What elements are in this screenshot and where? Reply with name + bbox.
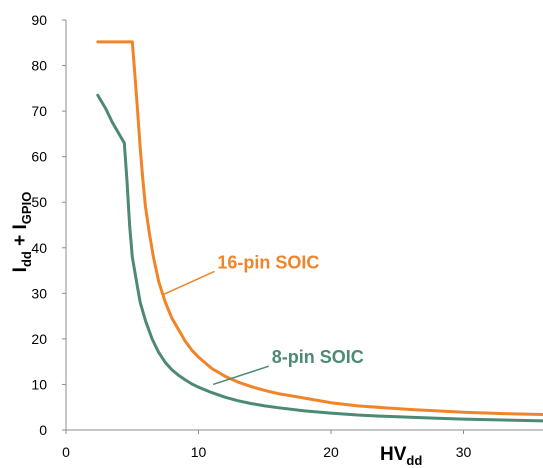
x-axis-title-main: HV <box>380 444 407 465</box>
x-axis-title-sub: dd <box>406 453 422 468</box>
x-tick-label: 30 <box>456 444 472 460</box>
x-axis-title: HVdd <box>380 444 422 468</box>
y-tick-label: 90 <box>31 12 47 28</box>
series-annotations: 16-pin SOIC 8-pin SOIC <box>163 252 364 386</box>
series-lines <box>96 40 543 423</box>
svg-text:Idd + IGPIO: Idd + IGPIO <box>10 192 34 273</box>
axes <box>62 19 543 434</box>
y-axis-title-mid: + I <box>10 224 31 251</box>
series-label-1: 8-pin SOIC <box>272 347 364 367</box>
y-axis-title-sub2: GPIO <box>19 192 34 225</box>
svg-text:HVdd: HVdd <box>380 444 422 468</box>
series-line-1 <box>96 93 543 423</box>
y-tick-label: 40 <box>31 240 47 256</box>
x-tick-labels: 0 10 20 30 <box>62 444 471 460</box>
x-tick-label: 20 <box>323 444 339 460</box>
x-tick-label: 10 <box>191 444 207 460</box>
y-tick-label: 10 <box>31 376 47 392</box>
y-tick-label: 70 <box>31 103 47 119</box>
y-tick-label: 80 <box>31 58 47 74</box>
x-tick-label: 0 <box>62 444 70 460</box>
y-tick-label: 60 <box>31 149 47 165</box>
y-axis-title: Idd + IGPIO <box>10 192 34 273</box>
y-tick-labels: 0 10 20 30 40 50 60 70 80 90 <box>31 12 47 438</box>
y-tick-label: 30 <box>31 285 47 301</box>
annotation-leader-1 <box>212 365 269 386</box>
y-axis-title-main1: I <box>10 267 31 272</box>
series-label-0: 16-pin SOIC <box>217 252 319 272</box>
series-line-0 <box>96 40 543 416</box>
y-tick-label: 0 <box>39 422 47 438</box>
annotation-leader-0 <box>163 270 215 295</box>
y-axis-title-sub1: dd <box>19 251 34 267</box>
y-tick-label: 50 <box>31 194 47 210</box>
y-tick-label: 20 <box>31 331 47 347</box>
